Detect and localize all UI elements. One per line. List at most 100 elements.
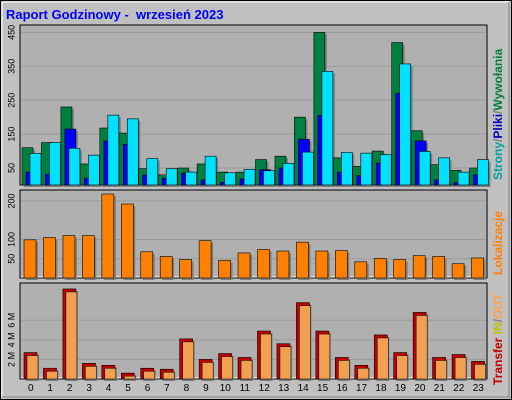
bar-lokalizacje-17 [354, 261, 368, 279]
legend-top-part-3: / [491, 110, 505, 114]
panel-2-background [19, 189, 488, 279]
bar-strony-19 [399, 63, 412, 186]
bar-strony-1 [49, 142, 61, 186]
bar-strony-21 [438, 157, 450, 186]
bar-transfer-out-2 [65, 291, 78, 380]
hour-label-9: 9 [203, 383, 209, 394]
bar-lokalizacje-6 [140, 251, 154, 279]
bar-lokalizacje-20 [412, 255, 426, 279]
legend-bottom-part-1 [491, 334, 505, 337]
hour-label-18: 18 [375, 383, 387, 394]
hour-label-15: 15 [317, 383, 329, 394]
bar-lokalizacje-19 [393, 259, 407, 279]
hour-label-23: 23 [473, 383, 485, 394]
bar-lokalizacje-9 [198, 240, 212, 279]
legend-top-part-2: Pliki [491, 113, 505, 139]
hour-label-0: 0 [28, 383, 34, 394]
hour-label-17: 17 [356, 383, 368, 394]
bar-transfer-out-3 [85, 366, 97, 380]
hour-label-16: 16 [337, 383, 349, 394]
panel-3-ytick-label: 4 M [6, 332, 16, 347]
hour-label-19: 19 [395, 383, 407, 394]
legend-bottom-part-0: Transfer [491, 337, 505, 385]
bar-strony-17 [360, 152, 373, 186]
bar-transfer-out-20 [415, 315, 428, 380]
bar-lokalizacje-0 [23, 239, 37, 279]
hour-label-7: 7 [164, 383, 170, 394]
bar-lokalizacje-16 [335, 250, 348, 279]
bar-transfer-out-7 [162, 371, 175, 380]
bar-strony-9 [204, 155, 217, 186]
bar-strony-4 [107, 114, 120, 186]
bar-strony-12 [263, 170, 275, 186]
hour-label-6: 6 [145, 383, 151, 394]
bar-lokalizacje-13 [276, 250, 290, 279]
bar-lokalizacje-4 [101, 193, 115, 279]
legend-bottom-part-2: IN [491, 322, 505, 335]
bar-transfer-out-18 [377, 337, 389, 380]
bar-strony-7 [165, 168, 178, 186]
hour-label-5: 5 [125, 383, 131, 394]
bar-strony-18 [379, 154, 392, 186]
panel-3-background [19, 282, 488, 380]
bar-transfer-out-15 [318, 333, 331, 380]
panel-2-ytick-label: 200 [6, 193, 16, 208]
bar-transfer-out-5 [124, 375, 136, 380]
bar-lokalizacje-2 [62, 235, 76, 279]
bar-strony-2 [68, 148, 81, 186]
bar-strony-22 [457, 171, 470, 186]
legend-bottom-part-4: OUT [491, 293, 505, 319]
legend-bottom: Transfer IN/OUT [491, 285, 505, 385]
bar-transfer-out-9 [201, 362, 214, 380]
bar-strony-0 [29, 153, 42, 186]
legend-bottom-part-3: / [491, 318, 505, 323]
bar-lokalizacje-3 [82, 235, 95, 279]
bar-transfer-out-13 [279, 346, 292, 380]
bar-transfer-out-11 [240, 360, 253, 380]
hour-label-11: 11 [240, 383, 251, 394]
hour-label-14: 14 [298, 383, 310, 394]
bar-transfer-out-23 [474, 364, 486, 380]
hour-label-10: 10 [220, 383, 232, 394]
bar-lokalizacje-14 [296, 241, 309, 279]
bar-lokalizacje-1 [43, 237, 56, 279]
bar-transfer-out-10 [221, 356, 233, 380]
panel-1-ytick-label: 250 [6, 93, 16, 108]
panel-3-ytick-label: 6 M [6, 313, 16, 328]
bar-transfer-out-21 [435, 360, 447, 380]
hour-label-20: 20 [414, 383, 426, 394]
hour-label-1: 1 [47, 383, 53, 394]
bar-transfer-out-4 [104, 368, 117, 380]
report-title: Raport Godzinowy - wrzesień 2023 [6, 7, 224, 22]
hour-label-3: 3 [86, 383, 92, 394]
bar-transfer-out-14 [299, 305, 311, 380]
legend-middle-part-0: Lokalizacje [491, 210, 505, 275]
bar-strony-15 [321, 71, 334, 186]
hour-label-2: 2 [67, 383, 73, 394]
panel-3-ytick-label: 2 M [6, 352, 16, 367]
bar-lokalizacje-21 [432, 256, 445, 279]
bar-strony-5 [126, 118, 139, 186]
hour-label-12: 12 [259, 383, 271, 394]
bar-transfer-out-22 [454, 357, 467, 380]
bar-strony-23 [477, 159, 489, 186]
bar-lokalizacje-12 [257, 249, 270, 279]
legend-top: Strony/Pliki/Wywołania [491, 49, 505, 180]
hour-label-13: 13 [278, 383, 290, 394]
bar-lokalizacje-22 [451, 263, 465, 279]
legend-middle: Lokalizacje [491, 205, 505, 275]
bar-strony-16 [341, 152, 353, 186]
bar-transfer-out-16 [338, 360, 350, 380]
panel-2-ytick-label: 50 [6, 254, 16, 264]
panel-1-ytick-label: 50 [6, 163, 16, 173]
bar-lokalizacje-7 [159, 256, 173, 279]
bar-strony-11 [243, 169, 256, 186]
bar-strony-3 [88, 154, 100, 186]
bar-strony-8 [185, 171, 197, 186]
bar-transfer-out-19 [396, 355, 408, 380]
bar-transfer-out-17 [357, 368, 370, 380]
hour-label-4: 4 [106, 383, 112, 394]
bar-lokalizacje-11 [237, 252, 251, 279]
bar-transfer-out-0 [26, 355, 39, 380]
